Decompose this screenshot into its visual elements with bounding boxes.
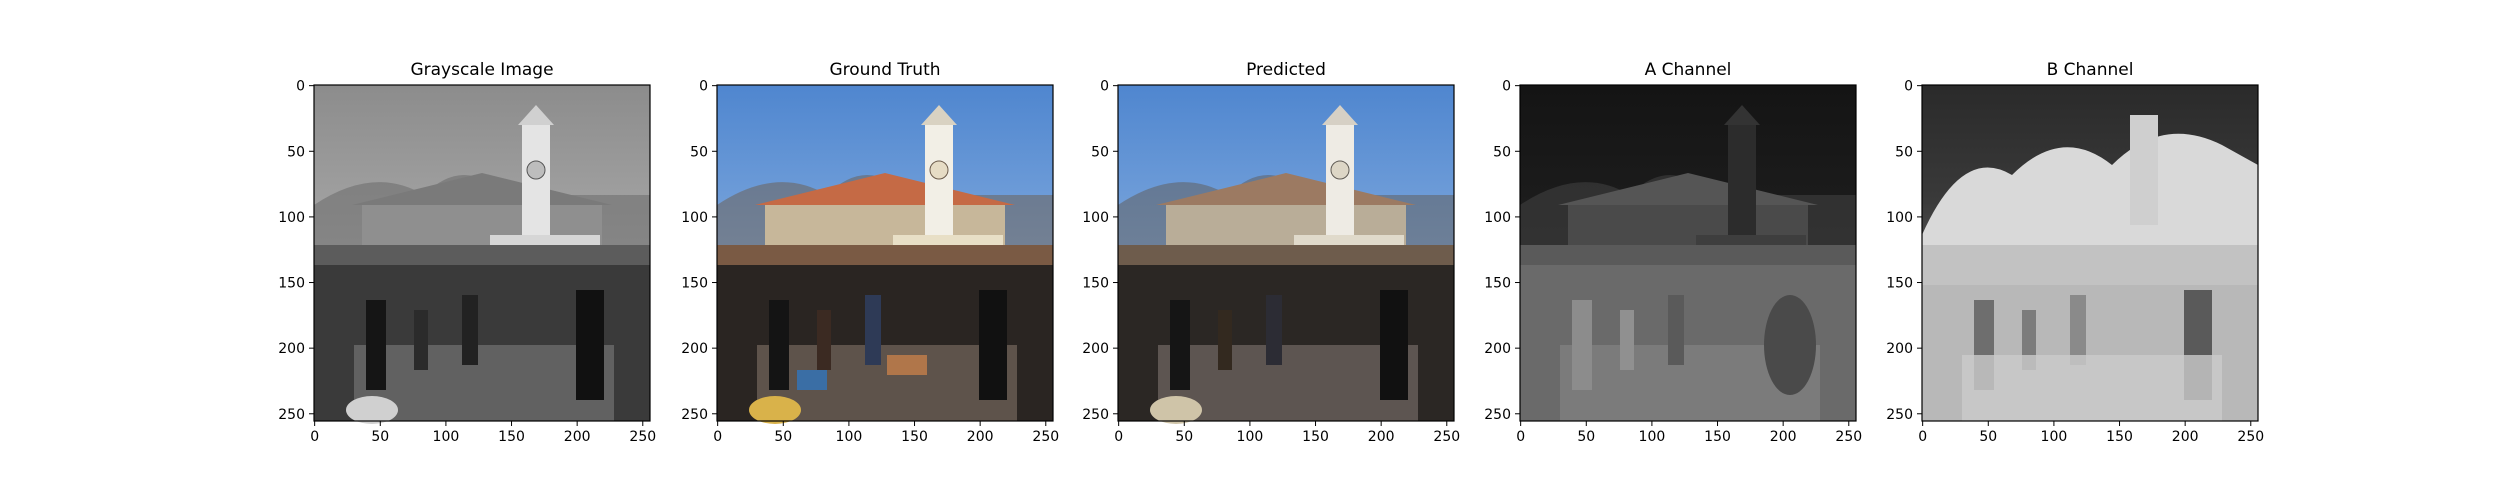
x-tick-label: 200 bbox=[1770, 429, 1797, 445]
x-tick-label: 150 bbox=[1704, 429, 1731, 445]
y-tick-label: 100 bbox=[278, 210, 305, 226]
y-tick-label: 0 bbox=[1904, 79, 1913, 95]
panel-ground-truth: Ground Truth 0 50 100 150 200 250 0 50 100 150 20… bbox=[681, 60, 1059, 445]
y-tick-label: 50 bbox=[1091, 144, 1109, 160]
y-tick-label: 250 bbox=[1886, 407, 1913, 423]
y-axis: 0 50 100 150 200 250 bbox=[681, 79, 717, 423]
axes-frame bbox=[313, 84, 651, 422]
x-tick-label: 0 bbox=[1918, 429, 1927, 445]
y-tick-label: 200 bbox=[1886, 341, 1913, 357]
x-tick-label: 250 bbox=[1835, 429, 1862, 445]
y-tick-label: 150 bbox=[1886, 276, 1913, 292]
x-axis: 0 50 100 150 200 250 bbox=[713, 421, 1059, 445]
y-tick-label: 250 bbox=[1484, 407, 1511, 423]
x-tick-label: 250 bbox=[1433, 429, 1460, 445]
x-tick-label: 50 bbox=[1175, 429, 1193, 445]
x-tick-label: 100 bbox=[2041, 429, 2068, 445]
y-tick-label: 100 bbox=[1082, 210, 1109, 226]
y-tick-label: 50 bbox=[1493, 144, 1511, 160]
x-tick-label: 200 bbox=[2172, 429, 2199, 445]
x-tick-label: 50 bbox=[774, 429, 792, 445]
x-tick-label: 100 bbox=[1639, 429, 1666, 445]
y-tick-label: 200 bbox=[278, 341, 305, 357]
predicted-photo bbox=[1118, 85, 1454, 424]
x-tick-label: 250 bbox=[2237, 429, 2264, 445]
x-tick-label: 200 bbox=[564, 429, 591, 445]
x-axis: 0 50 100 150 200 250 bbox=[1114, 421, 1460, 445]
y-tick-label: 0 bbox=[296, 79, 305, 95]
x-tick-label: 150 bbox=[1302, 429, 1329, 445]
y-tick-label: 50 bbox=[690, 144, 708, 160]
y-tick-label: 200 bbox=[1484, 341, 1511, 357]
panel-title: Ground Truth bbox=[829, 60, 940, 80]
x-tick-label: 0 bbox=[1114, 429, 1123, 445]
y-tick-label: 100 bbox=[1886, 210, 1913, 226]
x-tick-label: 200 bbox=[1368, 429, 1395, 445]
panel-title: B Channel bbox=[2047, 60, 2134, 80]
y-tick-label: 50 bbox=[287, 144, 305, 160]
y-axis: 0 50 100 150 200 250 bbox=[1886, 79, 1922, 423]
y-axis: 0 50 100 150 200 250 bbox=[1082, 79, 1118, 423]
y-tick-label: 0 bbox=[1100, 79, 1109, 95]
x-tick-label: 0 bbox=[713, 429, 722, 445]
y-axis: 0 50 100 150 200 250 bbox=[278, 79, 314, 423]
x-axis: 0 50 100 150 200 250 bbox=[1516, 421, 1862, 445]
panel-title: A Channel bbox=[1645, 60, 1732, 80]
panel-a-channel: A Channel 0 50 100 150 200 250 0 50 100 150 200 25… bbox=[1484, 60, 1862, 445]
y-tick-label: 100 bbox=[1484, 210, 1511, 226]
x-tick-label: 0 bbox=[310, 429, 319, 445]
x-tick-label: 150 bbox=[2106, 429, 2133, 445]
x-axis: 0 50 100 150 200 250 bbox=[1918, 421, 2264, 445]
y-tick-label: 0 bbox=[1502, 79, 1511, 95]
panel-title: Grayscale Image bbox=[410, 60, 553, 80]
y-tick-label: 150 bbox=[1082, 276, 1109, 292]
axes-frame bbox=[1921, 84, 2259, 422]
y-tick-label: 150 bbox=[278, 276, 305, 292]
axes-frame bbox=[1519, 84, 1857, 422]
x-tick-label: 50 bbox=[1979, 429, 1997, 445]
y-tick-label: 250 bbox=[681, 407, 708, 423]
y-tick-label: 100 bbox=[681, 210, 708, 226]
b-channel-image bbox=[1922, 85, 2258, 421]
y-tick-label: 200 bbox=[681, 341, 708, 357]
y-tick-label: 50 bbox=[1895, 144, 1913, 160]
y-tick-label: 150 bbox=[1484, 276, 1511, 292]
x-tick-label: 250 bbox=[1032, 429, 1059, 445]
a-channel-image bbox=[1520, 85, 1856, 421]
y-tick-label: 200 bbox=[1082, 341, 1109, 357]
x-tick-label: 150 bbox=[901, 429, 928, 445]
ground-truth-photo bbox=[717, 85, 1053, 424]
axes-frame bbox=[716, 84, 1054, 422]
y-tick-label: 0 bbox=[699, 79, 708, 95]
panel-title: Predicted bbox=[1246, 60, 1326, 80]
panel-b-channel: B Channel 0 50 100 150 200 250 0 50 100 150 200 25… bbox=[1886, 60, 2264, 445]
y-tick-label: 250 bbox=[1082, 407, 1109, 423]
y-tick-label: 250 bbox=[278, 407, 305, 423]
x-tick-label: 100 bbox=[433, 429, 460, 445]
x-axis: 0 50 100 150 200 250 bbox=[310, 421, 656, 445]
x-tick-label: 50 bbox=[371, 429, 389, 445]
x-tick-label: 100 bbox=[1237, 429, 1264, 445]
y-axis: 0 50 100 150 200 250 bbox=[1484, 79, 1520, 423]
y-tick-label: 150 bbox=[681, 276, 708, 292]
grayscale-photo bbox=[314, 85, 650, 424]
axes-frame bbox=[1117, 84, 1455, 422]
panel-grayscale-image: Grayscale Image 0 50 100 150 200 250 0 50 100 15… bbox=[278, 60, 656, 445]
x-tick-label: 0 bbox=[1516, 429, 1525, 445]
x-tick-label: 50 bbox=[1577, 429, 1595, 445]
x-tick-label: 200 bbox=[967, 429, 994, 445]
panel-predicted: Predicted 0 50 100 150 200 250 0 50 100 150 200 25… bbox=[1082, 60, 1460, 445]
x-tick-label: 100 bbox=[836, 429, 863, 445]
x-tick-label: 250 bbox=[629, 429, 656, 445]
x-tick-label: 150 bbox=[498, 429, 525, 445]
